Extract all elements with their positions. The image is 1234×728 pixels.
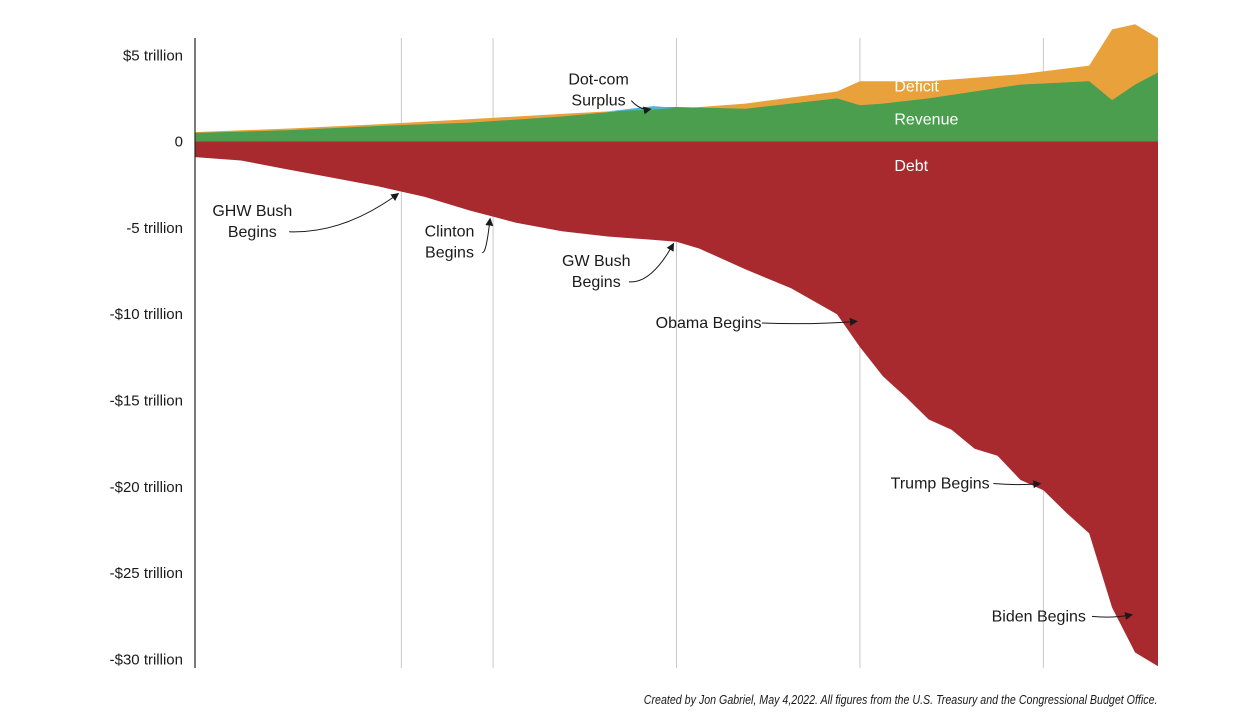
area-labels: Deficit Revenue Debt [894, 79, 958, 175]
y-tick-label: $5 trillion [123, 47, 183, 64]
annotation: Trump Begins [891, 475, 1042, 492]
annotation-arrow [1091, 612, 1134, 620]
area-label-revenue: Revenue [894, 111, 958, 128]
y-tick-label: -$15 trillion [110, 392, 183, 409]
annotation: Clinton Begins [425, 217, 494, 261]
y-tick-labels: $5 trillion 0 -5 trillion -$10 trillion -$15… [110, 47, 183, 668]
annotation-arrow [630, 100, 652, 115]
annotations: Dot-com Surplus GHW Bush Begins Clinton Begin… [212, 72, 1134, 625]
annotation-label: Clinton Begins [425, 223, 475, 261]
y-tick-label: -$10 trillion [110, 306, 183, 323]
annotation-arrow [289, 193, 400, 233]
annotation-arrow [993, 480, 1042, 489]
y-tick-label: 0 [175, 134, 183, 151]
y-tick-label: -$20 trillion [110, 479, 183, 496]
annotation-label: Trump Begins [891, 475, 990, 492]
area-revenue [195, 72, 1158, 142]
annotation-arrow [628, 242, 674, 283]
annotation-label: GHW Bush Begins [212, 203, 292, 241]
y-tick-label: -5 trillion [126, 220, 183, 237]
area-debt [195, 141, 1158, 667]
y-tick-label: -$25 trillion [110, 565, 183, 582]
annotation: GW Bush Begins [562, 242, 674, 291]
annotation-label: GW Bush Begins [562, 253, 630, 291]
annotation-label: Obama Begins [656, 315, 762, 332]
annotation: Obama Begins [656, 315, 858, 332]
y-tick-label: -$30 trillion [110, 651, 183, 668]
annotation: Dot-com Surplus [568, 72, 652, 115]
annotation: GHW Bush Begins [212, 193, 400, 241]
area-label-debt: Debt [894, 158, 928, 175]
annotation-label: Dot-com Surplus [568, 72, 628, 110]
source-credit: Created by Jon Gabriel, May 4,2022. All … [643, 692, 1157, 707]
area-label-deficit: Deficit [894, 79, 939, 96]
annotation-label: Biden Begins [992, 608, 1086, 625]
annotation: Biden Begins [992, 608, 1134, 625]
annotation-arrow [761, 317, 858, 326]
annotation-arrow [481, 217, 494, 253]
